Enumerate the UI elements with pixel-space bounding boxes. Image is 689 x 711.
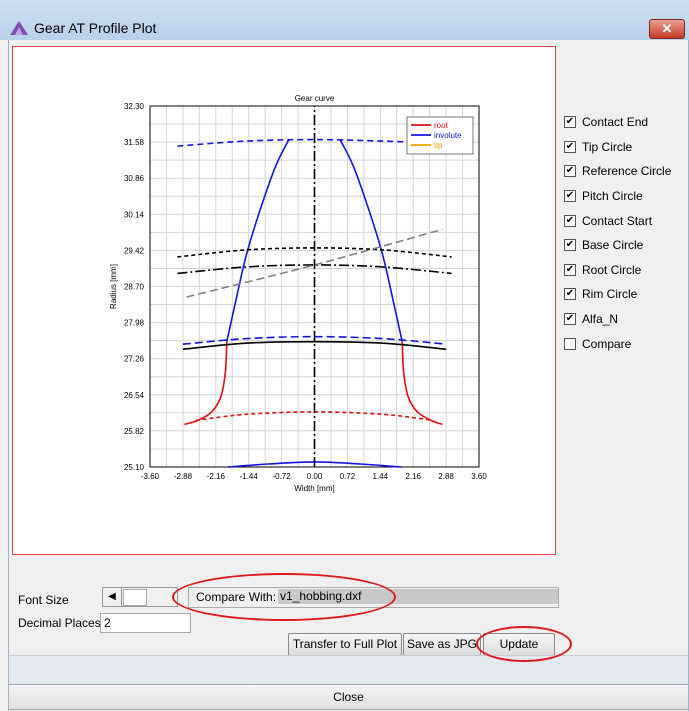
option-compare[interactable]: Compare (564, 331, 671, 356)
app-icon (10, 21, 28, 35)
option-root-circle[interactable]: ✔ Root Circle (564, 258, 671, 283)
series-involute-left (225, 139, 290, 342)
option-label: Pitch Circle (582, 189, 643, 204)
font-size-scrollbar[interactable]: ◀ (102, 587, 178, 607)
compare-file-field[interactable]: v1_hobbing.dxf (278, 589, 558, 604)
checkbox[interactable]: ✔ (564, 288, 576, 301)
y-tick-label: 25.10 (124, 463, 145, 472)
y-tick-label: 32.30 (124, 102, 145, 111)
checkbox[interactable]: ✔ (564, 263, 576, 276)
y-tick-label: 30.86 (124, 174, 145, 183)
x-tick-label: 3.60 (471, 472, 487, 481)
option-base-circle[interactable]: ✔ Base Circle (564, 233, 671, 258)
font-size-label: Font Size (18, 593, 69, 607)
option-label: Alfa_N (582, 312, 619, 327)
y-tick-label: 27.26 (124, 355, 145, 364)
x-tick-label: -3.60 (141, 472, 160, 481)
option-alfa-n[interactable]: ✔ Alfa_N (564, 307, 671, 332)
series-root-right (401, 341, 443, 426)
save-as-jpg-button[interactable]: Save as JPG (403, 633, 481, 656)
x-tick-label: 0.72 (340, 472, 356, 481)
checkbox[interactable]: ✔ (564, 190, 576, 203)
option-pitch-circle[interactable]: ✔ Pitch Circle (564, 184, 671, 209)
x-tick-label: -2.88 (174, 472, 193, 481)
scroll-thumb[interactable] (123, 589, 147, 606)
compare-with-bar: Compare With: v1_hobbing.dxf (188, 587, 559, 608)
x-tick-label: 1.44 (373, 472, 389, 481)
y-axis-label: Radius [mm] (109, 264, 118, 309)
option-label: Compare (582, 336, 632, 351)
option-tip-circle[interactable]: ✔ Tip Circle (564, 135, 671, 160)
display-options: ✔ Contact End ✔ Tip Circle ✔ Reference Circle… (564, 110, 671, 356)
chart-title: Gear curve (295, 94, 335, 103)
y-tick-label: 30.14 (124, 210, 145, 219)
x-tick-label: 2.88 (438, 472, 454, 481)
option-label: Contact End (582, 115, 649, 130)
x-tick-label: -1.44 (240, 472, 259, 481)
series-base-circle (182, 340, 447, 350)
x-tick-label: -2.16 (207, 472, 226, 481)
option-label: Reference Circle (582, 164, 672, 179)
compare-label: Compare With: (196, 590, 277, 604)
status-bar (9, 655, 688, 684)
y-tick-label: 31.58 (124, 138, 145, 147)
transfer-to-full-plot-button[interactable]: Transfer to Full Plot (288, 633, 402, 656)
option-label: Tip Circle (582, 139, 633, 154)
series-root-left (184, 341, 228, 426)
gear-curve-chart: -3.60 -2.88 -2.16 -1.44 -0.72 0.00 0.72 1.44 2.1… (109, 94, 487, 493)
y-tick-label: 25.82 (124, 427, 145, 436)
option-contact-start[interactable]: ✔ Contact Start (564, 208, 671, 233)
checkbox[interactable]: ✔ (564, 313, 576, 326)
checkbox[interactable]: ✔ (564, 214, 576, 227)
checkbox[interactable]: ✔ (564, 165, 576, 178)
checkbox[interactable]: ✔ (564, 239, 576, 252)
option-reference-circle[interactable]: ✔ Reference Circle (564, 159, 671, 184)
y-tick-label: 26.54 (124, 391, 145, 400)
x-axis-label: Width [mm] (294, 484, 334, 493)
legend-label-tip: tip (434, 141, 443, 150)
option-rim-circle[interactable]: ✔ Rim Circle (564, 282, 671, 307)
checkbox[interactable]: ✔ (564, 116, 576, 129)
window-title: Gear AT Profile Plot (34, 20, 157, 36)
series-contact-start (182, 335, 447, 345)
legend-label-involute: involute (434, 131, 462, 140)
y-tick-label: 29.42 (124, 246, 145, 255)
series-involute-right (339, 139, 404, 342)
decimal-places-label: Decimal Places (18, 616, 101, 630)
option-contact-end[interactable]: ✔ Contact End (564, 110, 671, 135)
x-tick-label: -0.72 (272, 472, 291, 481)
series-tip-circle (177, 138, 447, 147)
checkbox[interactable] (564, 337, 576, 350)
decimal-places-input[interactable]: 2 (100, 613, 191, 633)
window-close-button[interactable]: ✕ (649, 19, 685, 39)
series-alfa-n (186, 228, 443, 298)
scroll-left-icon[interactable]: ◀ (103, 588, 122, 606)
legend-label-root: root (434, 121, 449, 130)
option-label: Contact Start (582, 213, 653, 228)
title-bar: Gear AT Profile Plot ✕ (0, 0, 689, 40)
close-button[interactable]: Close (9, 684, 688, 710)
y-tick-label: 28.70 (124, 283, 145, 292)
option-label: Rim Circle (582, 287, 638, 302)
option-label: Root Circle (582, 262, 642, 277)
option-label: Base Circle (582, 238, 644, 253)
plot-panel: -3.60 -2.88 -2.16 -1.44 -0.72 0.00 0.72 1.44 2.1… (12, 46, 556, 555)
x-tick-label: 2.16 (405, 472, 421, 481)
checkbox[interactable]: ✔ (564, 140, 576, 153)
y-tick-label: 27.98 (124, 319, 145, 328)
x-tick-label: 0.00 (307, 472, 323, 481)
update-button[interactable]: Update (483, 633, 555, 656)
